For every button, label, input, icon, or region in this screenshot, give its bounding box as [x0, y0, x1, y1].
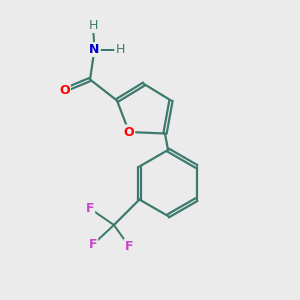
Text: H: H	[88, 19, 98, 32]
Text: F: F	[125, 239, 133, 253]
Text: F: F	[89, 238, 97, 251]
Text: N: N	[89, 43, 100, 56]
Text: F: F	[86, 202, 94, 215]
Text: O: O	[59, 83, 70, 97]
Text: O: O	[124, 125, 134, 139]
Text: H: H	[115, 43, 125, 56]
